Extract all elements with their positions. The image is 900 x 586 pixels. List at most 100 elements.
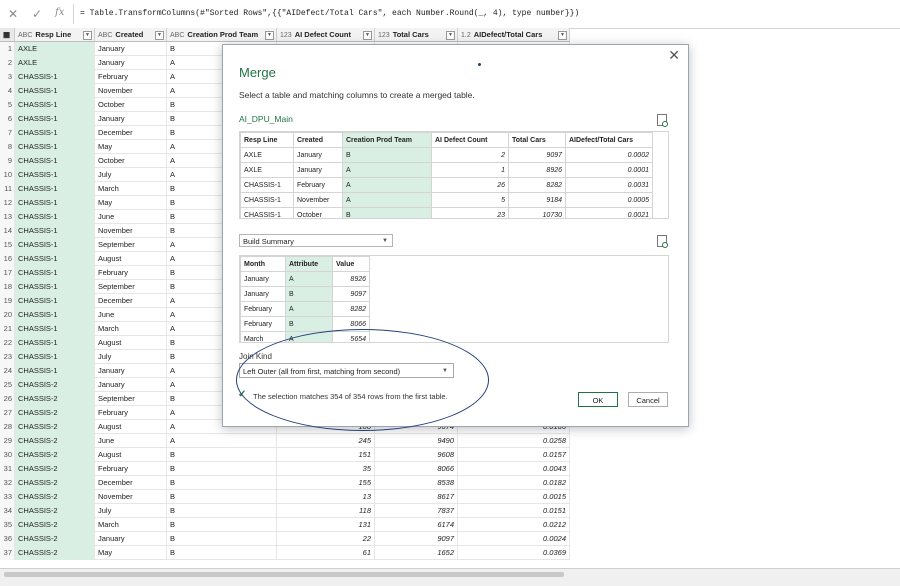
cell-created[interactable]: March	[95, 322, 167, 336]
row-number[interactable]: 3	[0, 70, 15, 84]
cell-created[interactable]: June	[95, 308, 167, 322]
cell-created[interactable]: January	[95, 112, 167, 126]
row-number[interactable]: 25	[0, 378, 15, 392]
row-number[interactable]: 12	[0, 196, 15, 210]
cell-ai-defect-count[interactable]: 155	[277, 476, 375, 490]
row-number[interactable]: 1	[0, 42, 15, 56]
column-header-created[interactable]: ABC Created ▼	[95, 28, 167, 41]
column-header-resp-line[interactable]: ABC Resp Line ▼	[15, 28, 95, 41]
table-row[interactable]: 32 CHASSIS-2 December B 155 8538 0.0182	[0, 476, 570, 490]
cell-resp-line[interactable]: CHASSIS-2	[15, 406, 95, 420]
row-number[interactable]: 8	[0, 140, 15, 154]
cell-created[interactable]: September	[95, 238, 167, 252]
chevron-down-icon[interactable]: ▼	[558, 31, 567, 40]
row-number[interactable]: 27	[0, 406, 15, 420]
cell-creation-prod-team[interactable]: B	[167, 546, 277, 560]
cancel-button[interactable]: Cancel	[628, 392, 668, 407]
table-row[interactable]: 33 CHASSIS-2 November B 13 8617 0.0015	[0, 490, 570, 504]
cell-created[interactable]: November	[95, 224, 167, 238]
cell-aidefect-total-cars[interactable]: 0.0369	[458, 546, 570, 560]
scrollbar-thumb[interactable]	[4, 572, 564, 577]
row-number[interactable]: 13	[0, 210, 15, 224]
cell-resp-line[interactable]: CHASSIS-2	[15, 476, 95, 490]
table-row[interactable]: 34 CHASSIS-2 July B 118 7837 0.0151	[0, 504, 570, 518]
row-number[interactable]: 31	[0, 462, 15, 476]
cell-created[interactable]: May	[95, 546, 167, 560]
row-number[interactable]: 16	[0, 252, 15, 266]
cell-created[interactable]: February	[95, 266, 167, 280]
cell-resp-line[interactable]: CHASSIS-1	[15, 168, 95, 182]
cell-resp-line[interactable]: AXLE	[15, 42, 95, 56]
row-number[interactable]: 5	[0, 98, 15, 112]
close-icon[interactable]: ✕	[668, 47, 680, 63]
cell-resp-line[interactable]: CHASSIS-2	[15, 546, 95, 560]
cell-resp-line[interactable]: CHASSIS-2	[15, 462, 95, 476]
cell-aidefect-total-cars[interactable]: 0.0182	[458, 476, 570, 490]
cell-total-cars[interactable]: 8538	[375, 476, 458, 490]
cell-resp-line[interactable]: CHASSIS-1	[15, 322, 95, 336]
cell-created[interactable]: February	[95, 462, 167, 476]
document-refresh-icon[interactable]	[657, 114, 668, 127]
cell-creation-prod-team[interactable]: A	[167, 420, 277, 434]
chevron-down-icon[interactable]: ▼	[155, 31, 164, 40]
chevron-down-icon[interactable]: ▼	[446, 31, 455, 40]
row-number[interactable]: 26	[0, 392, 15, 406]
cell-aidefect-total-cars[interactable]: 0.0258	[458, 434, 570, 448]
cell-created[interactable]: December	[95, 126, 167, 140]
cell-ai-defect-count[interactable]: 151	[277, 448, 375, 462]
cell-resp-line[interactable]: CHASSIS-1	[15, 196, 95, 210]
row-number[interactable]: 22	[0, 336, 15, 350]
row-number[interactable]: 32	[0, 476, 15, 490]
column-header-total-cars[interactable]: 123 Total Cars ▼	[375, 28, 458, 41]
cell-created[interactable]: May	[95, 196, 167, 210]
row-number[interactable]: 19	[0, 294, 15, 308]
cell-ai-defect-count[interactable]: 13	[277, 490, 375, 504]
cell-resp-line[interactable]: CHASSIS-1	[15, 336, 95, 350]
row-number[interactable]: 17	[0, 266, 15, 280]
cell-resp-line[interactable]: CHASSIS-1	[15, 84, 95, 98]
cell-resp-line[interactable]: CHASSIS-2	[15, 518, 95, 532]
cell-created[interactable]: October	[95, 98, 167, 112]
cell-creation-prod-team[interactable]: A	[167, 434, 277, 448]
check-icon[interactable]: ✓	[32, 7, 43, 21]
chevron-down-icon[interactable]: ▼	[363, 31, 372, 40]
preview-header[interactable]: Total Cars	[508, 132, 566, 148]
cell-creation-prod-team[interactable]: B	[167, 448, 277, 462]
preview-header[interactable]: AIDefect/Total Cars	[565, 132, 653, 148]
cell-resp-line[interactable]: CHASSIS-1	[15, 350, 95, 364]
cell-resp-line[interactable]: CHASSIS-2	[15, 420, 95, 434]
cell-ai-defect-count[interactable]: 118	[277, 504, 375, 518]
row-number[interactable]: 23	[0, 350, 15, 364]
cell-total-cars[interactable]: 9490	[375, 434, 458, 448]
preview-header[interactable]: AI Defect Count	[431, 132, 509, 148]
cell-created[interactable]: July	[95, 504, 167, 518]
cell-resp-line[interactable]: CHASSIS-1	[15, 364, 95, 378]
cell-ai-defect-count[interactable]: 131	[277, 518, 375, 532]
cell-creation-prod-team[interactable]: B	[167, 476, 277, 490]
cell-total-cars[interactable]: 9097	[375, 532, 458, 546]
cell-aidefect-total-cars[interactable]: 0.0015	[458, 490, 570, 504]
row-number[interactable]: 28	[0, 420, 15, 434]
cell-aidefect-total-cars[interactable]: 0.0157	[458, 448, 570, 462]
table-row[interactable]: 31 CHASSIS-2 February B 35 8066 0.0043	[0, 462, 570, 476]
preview-header[interactable]: Attribute	[285, 256, 333, 272]
cell-created[interactable]: January	[95, 364, 167, 378]
row-number[interactable]: 11	[0, 182, 15, 196]
ok-button[interactable]: OK	[578, 392, 618, 407]
cell-created[interactable]: August	[95, 252, 167, 266]
cell-created[interactable]: June	[95, 210, 167, 224]
row-number[interactable]: 7	[0, 126, 15, 140]
cell-total-cars[interactable]: 8617	[375, 490, 458, 504]
cell-resp-line[interactable]: CHASSIS-2	[15, 448, 95, 462]
column-header-ai-defect-count[interactable]: 123 AI Defect Count ▼	[277, 28, 375, 41]
cell-created[interactable]: September	[95, 280, 167, 294]
cell-resp-line[interactable]: CHASSIS-2	[15, 490, 95, 504]
row-number[interactable]: 9	[0, 154, 15, 168]
preview-header[interactable]: Month	[240, 256, 286, 272]
cell-created[interactable]: November	[95, 84, 167, 98]
cell-creation-prod-team[interactable]: B	[167, 462, 277, 476]
row-number[interactable]: 20	[0, 308, 15, 322]
cell-creation-prod-team[interactable]: B	[167, 532, 277, 546]
cell-created[interactable]: August	[95, 336, 167, 350]
cell-created[interactable]: February	[95, 70, 167, 84]
